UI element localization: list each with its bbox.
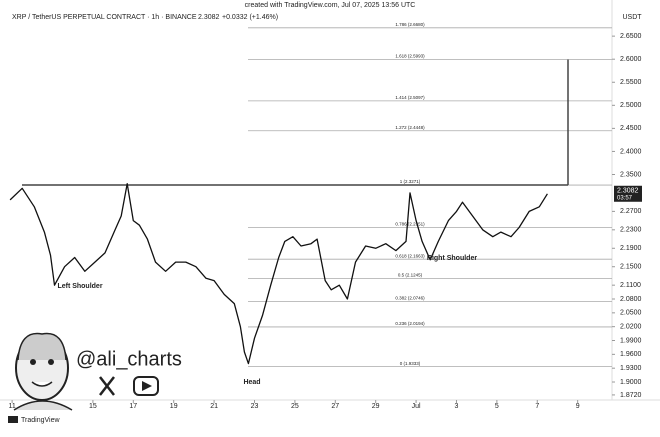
y-tick-label: 2.6000 bbox=[620, 56, 642, 63]
price-tag-time: 03:57 bbox=[617, 195, 633, 201]
y-tick-label: 2.1500 bbox=[620, 264, 642, 271]
price-line bbox=[9, 183, 548, 365]
annotation: Right Shoulder bbox=[427, 255, 477, 262]
y-tick-label: 2.0500 bbox=[620, 310, 642, 317]
y-tick-label: 2.1100 bbox=[620, 282, 641, 289]
y-tick-label: 2.5000 bbox=[620, 102, 642, 109]
change: +0.0332 (+1.46%) bbox=[222, 14, 278, 21]
x-tick-label: 3 bbox=[455, 403, 459, 410]
x-tick-label: 17 bbox=[129, 403, 137, 410]
fib-label: 0.5 (2.1245) bbox=[398, 273, 423, 278]
watermark: @ali_charts bbox=[76, 348, 182, 370]
y-tick-label: 1.9900 bbox=[620, 337, 642, 344]
x-tick-label: 7 bbox=[535, 403, 539, 410]
x-tick-label: 15 bbox=[89, 403, 97, 410]
x-tick-label: 11 bbox=[8, 403, 15, 410]
y-tick-label: 2.0800 bbox=[620, 296, 642, 303]
y-tick-label: 1.9300 bbox=[620, 365, 642, 372]
y-tick-label: 2.4500 bbox=[620, 125, 642, 132]
y-tick-label: 2.6500 bbox=[620, 33, 642, 40]
x-icon bbox=[99, 376, 115, 396]
y-tick-label: 2.2300 bbox=[620, 227, 642, 234]
fib-label: 0.236 (2.0194) bbox=[395, 321, 425, 326]
created-note: created with TradingView.com, Jul 07, 20… bbox=[245, 2, 416, 9]
fib-label: 1.414 (2.5097) bbox=[395, 95, 425, 100]
x-tick-label: Jul bbox=[412, 403, 421, 410]
y-tick-label: 2.5500 bbox=[620, 79, 642, 86]
youtube-icon bbox=[133, 376, 159, 396]
x-tick-label: 27 bbox=[331, 403, 339, 410]
fib-label: 0.786 (2.2351) bbox=[395, 222, 425, 227]
x-tick-label: 23 bbox=[251, 403, 259, 410]
fib-label: 0.382 (2.0746) bbox=[395, 296, 425, 301]
x-tick-label: 5 bbox=[495, 403, 499, 410]
y-tick-label: 1.9000 bbox=[620, 379, 642, 386]
fib-label: 0.618 (2.1663) bbox=[395, 253, 425, 258]
fib-label: 1.618 (2.5993) bbox=[395, 54, 425, 59]
annotation: Head bbox=[243, 379, 260, 386]
footer: TradingView bbox=[21, 417, 60, 424]
y-tick-label: 1.8720 bbox=[620, 392, 642, 399]
currency: USDT bbox=[622, 14, 642, 21]
symbol: XRP / TetherUS PERPETUAL CONTRACT · 1h ·… bbox=[12, 14, 197, 21]
fib-label: 1.272 (2.4448) bbox=[395, 125, 425, 130]
x-tick-label: 19 bbox=[170, 403, 178, 410]
annotation: Left Shoulder bbox=[57, 283, 102, 290]
x-tick-label: 21 bbox=[210, 403, 218, 410]
x-tick-label: 9 bbox=[576, 403, 580, 410]
fib-label: 1.786 (2.6680) bbox=[395, 22, 425, 27]
fib-label: 1 (2.3271) bbox=[400, 179, 421, 184]
x-tick-label: 29 bbox=[372, 403, 380, 410]
y-tick-label: 2.1900 bbox=[620, 245, 642, 252]
y-tick-label: 2.4000 bbox=[620, 148, 642, 155]
y-tick-label: 1.9600 bbox=[620, 351, 642, 358]
y-tick-label: 2.0200 bbox=[620, 324, 642, 331]
avatar bbox=[13, 332, 73, 411]
x-tick-label: 25 bbox=[291, 403, 299, 410]
price-tag-label: 2.3082 bbox=[617, 188, 639, 195]
y-tick-label: 2.3500 bbox=[620, 171, 642, 178]
tradingview-logo bbox=[8, 416, 18, 423]
price-tag bbox=[614, 185, 642, 202]
fib-label: 0 (1.9333) bbox=[400, 361, 421, 366]
price: 2.3082 bbox=[198, 14, 220, 21]
y-tick-label: 2.2700 bbox=[620, 208, 642, 215]
